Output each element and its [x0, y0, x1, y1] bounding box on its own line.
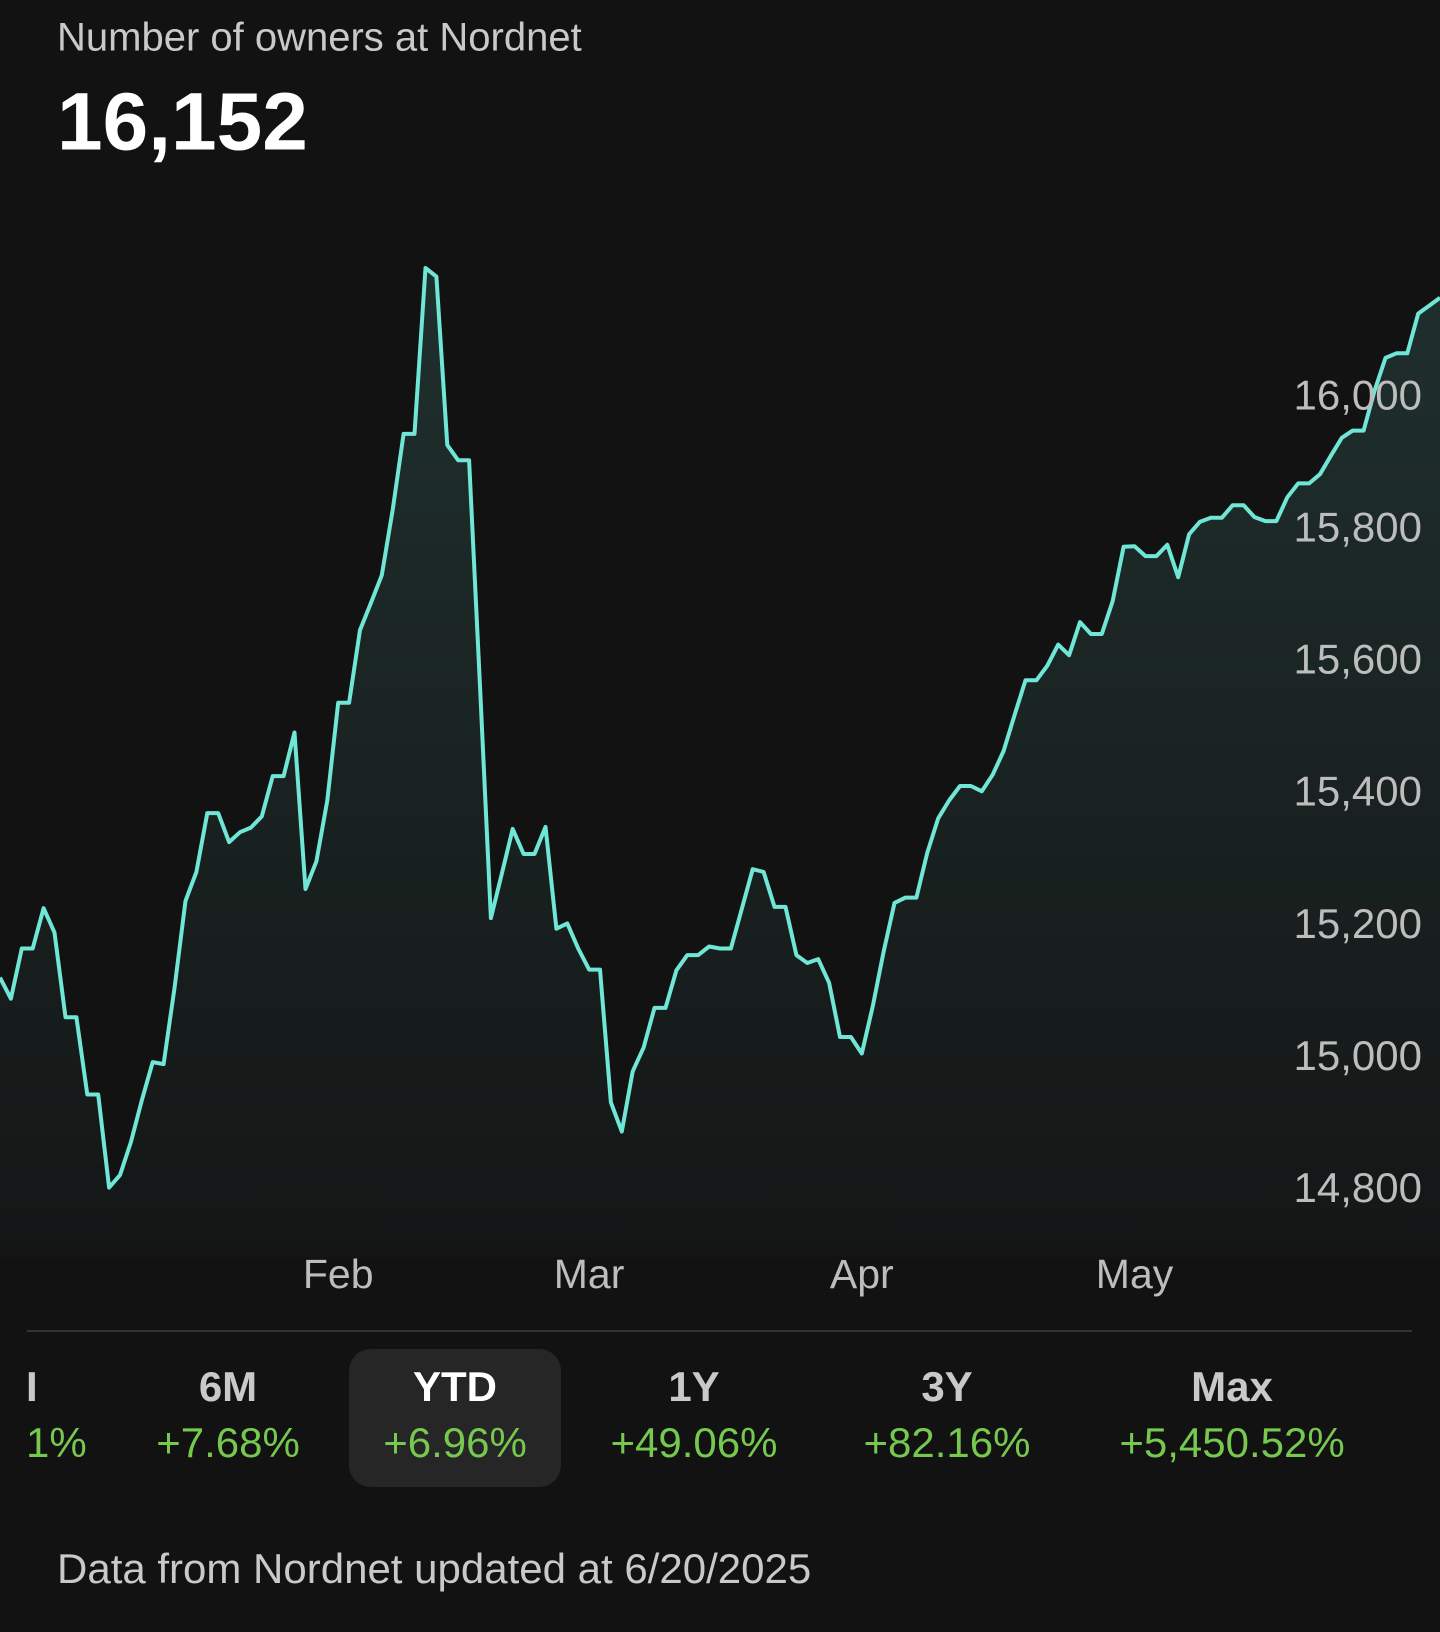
- period-change: +7.68%: [156, 1419, 300, 1466]
- x-tick-label: Feb: [303, 1251, 374, 1297]
- y-tick-label: 15,200: [1294, 900, 1422, 947]
- y-tick-label: 15,000: [1294, 1032, 1422, 1079]
- period-change: +49.06%: [611, 1419, 778, 1466]
- period-tab[interactable]: 1Y +49.06%: [611, 1363, 778, 1466]
- current-value: 16,152: [57, 77, 308, 168]
- x-tick-label: May: [1096, 1251, 1174, 1297]
- period-tab[interactable]: Max +5,450.52%: [1119, 1363, 1344, 1466]
- period-change: +5,450.52%: [1119, 1419, 1344, 1466]
- x-tick-label: Mar: [554, 1251, 625, 1297]
- y-tick-label: 15,600: [1294, 636, 1422, 683]
- y-tick-label: 15,400: [1294, 768, 1422, 815]
- y-tick-label: 15,800: [1294, 503, 1422, 550]
- plot: 14,800 15,000 15,200 15,400 15,600 15,800 16,0…: [0, 266, 1440, 1297]
- period-label: Max: [1191, 1363, 1273, 1410]
- period-label: 1Y: [668, 1363, 719, 1410]
- area: [0, 268, 1440, 1257]
- title: Number of owners at Nordnet: [57, 16, 582, 60]
- selected-tab-bg: [349, 1349, 561, 1487]
- period-tab[interactable]: 6M +7.68%: [156, 1363, 300, 1466]
- period-label: I: [26, 1363, 38, 1410]
- period-label: YTD: [413, 1363, 497, 1410]
- period-label: 6M: [199, 1363, 257, 1410]
- y-tick-label: 14,800: [1294, 1164, 1422, 1211]
- period-tab[interactable]: 3Y +82.16%: [864, 1363, 1031, 1466]
- period-change: +82.16%: [864, 1419, 1031, 1466]
- period-change: +6.96%: [383, 1419, 527, 1466]
- period-tabs: I 1% 6M +7.68% YTD +6.96% 1Y +49.06% 3Y +82.16% Ma…: [26, 1349, 1345, 1487]
- line: [0, 266, 1440, 1190]
- period-tab[interactable]: I 1%: [26, 1363, 87, 1466]
- period-change: 1%: [26, 1419, 87, 1466]
- period-tab[interactable]: YTD +6.96%: [349, 1349, 561, 1487]
- y-tick-label: 16,000: [1294, 371, 1422, 418]
- x-tick-label: Apr: [830, 1251, 894, 1297]
- period-label: 3Y: [921, 1363, 972, 1410]
- footer: Data from Nordnet updated at 6/20/2025: [57, 1545, 811, 1592]
